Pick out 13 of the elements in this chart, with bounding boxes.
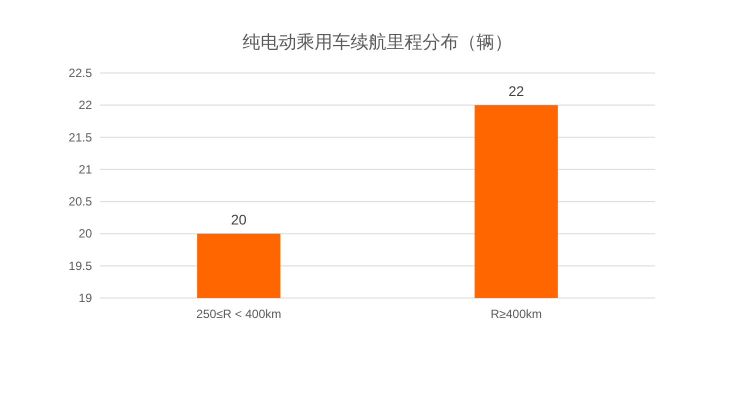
y-tick-label: 19 xyxy=(78,291,92,305)
y-tick-label: 19.5 xyxy=(68,258,92,273)
y-tick-label: 21 xyxy=(78,162,92,176)
y-tick-label: 22 xyxy=(78,98,92,112)
data-label: 20 xyxy=(230,212,247,228)
x-tick-label: 250≤R < 400km xyxy=(196,307,282,321)
data-label: 22 xyxy=(508,83,524,100)
y-tick-label: 21.5 xyxy=(68,130,92,144)
y-tick-label: 20 xyxy=(78,226,92,241)
y-tick-label: 20.5 xyxy=(68,194,92,209)
y-tick-label: 22.5 xyxy=(68,66,92,80)
x-tick-label: R≥400km xyxy=(490,307,542,321)
chart-title: 纯电动乘用车续航里程分布（辆） xyxy=(242,32,512,52)
